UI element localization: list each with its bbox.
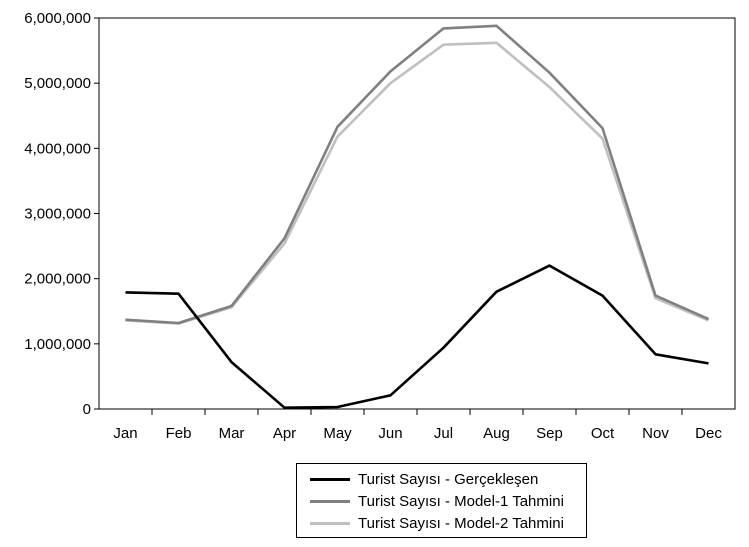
x-tick-label: Jun <box>378 425 402 442</box>
plot-border <box>98 17 736 410</box>
y-tick-label: 3,000,000 <box>24 206 91 223</box>
x-tick-label: Dec <box>695 425 722 442</box>
series-line-1 <box>125 24 710 325</box>
x-tick-label: Jul <box>434 425 453 442</box>
series-line-0 <box>125 264 709 410</box>
x-tick-label: Aug <box>483 425 510 442</box>
x-tick-label: Mar <box>219 425 245 442</box>
legend-swatch-model-1 <box>310 499 350 503</box>
y-tick-label: 4,000,000 <box>24 140 91 157</box>
x-tick-label: Feb <box>166 425 192 442</box>
y-tick-label: 0 <box>83 401 91 418</box>
plot-frame <box>98 17 736 410</box>
x-tick-label: May <box>323 425 352 442</box>
y-tick-label: 5,000,000 <box>24 75 91 92</box>
x-axis: Jan Feb Mar Apr May Jun Jul Aug Sep Oct Nov Dec <box>113 409 722 442</box>
x-tick-label: Apr <box>273 425 296 442</box>
legend-label-actual: Turist Sayısı - Gerçekleşen <box>358 470 539 488</box>
y-tick-label: 6,000,000 <box>24 10 91 27</box>
legend-label-model-2: Turist Sayısı - Model-2 Tahmini <box>358 514 564 532</box>
x-tick-label: Oct <box>591 425 615 442</box>
legend-swatch-model-2 <box>310 521 350 525</box>
series-layer <box>125 24 710 410</box>
y-axis: 0 1,000,000 2,000,000 3,000,000 4,000,000 5,0… <box>24 10 99 418</box>
y-tick-label: 1,000,000 <box>24 336 91 353</box>
legend: Turist Sayısı - Gerçekleşen Turist Sayıs… <box>296 463 587 538</box>
legend-item-model-1: Turist Sayısı - Model-1 Tahmini <box>297 490 586 512</box>
legend-swatch-actual <box>310 477 350 481</box>
line-chart: 0 1,000,000 2,000,000 3,000,000 4,000,000 5,0… <box>24 10 736 442</box>
x-tick-label: Jan <box>113 425 137 442</box>
legend-label-model-1: Turist Sayısı - Model-1 Tahmini <box>358 492 564 510</box>
x-tick-label: Sep <box>536 425 563 442</box>
legend-item-model-2: Turist Sayısı - Model-2 Tahmini <box>297 512 586 534</box>
x-tick-label: Nov <box>642 425 669 442</box>
legend-item-actual: Turist Sayısı - Gerçekleşen <box>297 468 586 490</box>
y-tick-label: 2,000,000 <box>24 271 91 288</box>
